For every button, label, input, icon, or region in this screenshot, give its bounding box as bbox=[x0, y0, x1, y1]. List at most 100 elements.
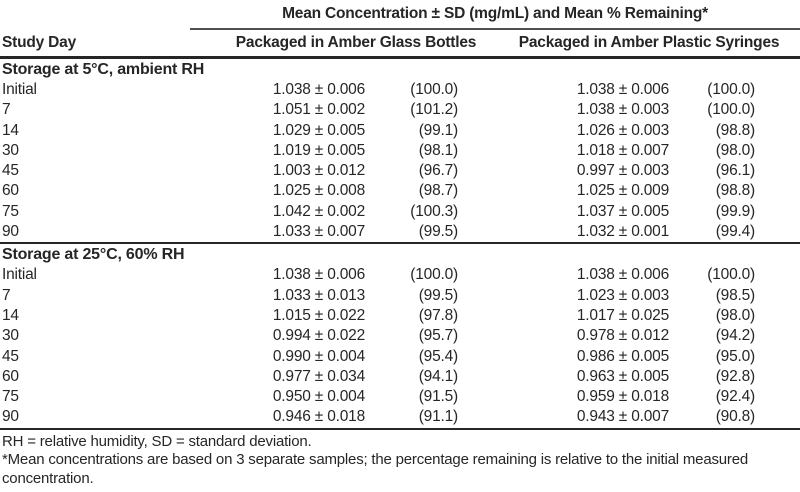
syringe-pct-cell: (92.8) bbox=[715, 367, 755, 385]
row-spacer bbox=[755, 222, 800, 243]
glass-pct-cell: (99.5) bbox=[418, 286, 458, 304]
glass-conc-cell: 0.950 ± 0.004 bbox=[272, 388, 365, 406]
footnote-samples: *Mean concentrations are based on 3 sepa… bbox=[2, 451, 748, 487]
table-row: 14 1.015 ± 0.022 (97.8) 1.017 ± 0.025 (98.0) bbox=[0, 306, 800, 326]
row-spacer bbox=[755, 387, 800, 407]
study-day-cell: 14 bbox=[2, 306, 19, 324]
glass-conc-cell: 1.038 ± 0.006 bbox=[272, 81, 365, 98]
glass-conc-cell: 1.051 ± 0.002 bbox=[272, 101, 365, 119]
syringe-conc-cell: 1.023 ± 0.003 bbox=[576, 286, 669, 304]
table-row: 14 1.029 ± 0.005 (99.1) 1.026 ± 0.003 (98.8) bbox=[0, 121, 800, 141]
glass-conc-cell: 1.025 ± 0.008 bbox=[272, 182, 365, 200]
study-day-cell: 75 bbox=[2, 388, 19, 406]
syringe-pct-cell: (92.4) bbox=[715, 388, 755, 406]
syringe-conc-cell: 0.997 ± 0.003 bbox=[576, 162, 669, 180]
row-spacer bbox=[755, 80, 800, 100]
study-day-cell: 30 bbox=[2, 327, 19, 345]
table-row: Initial 1.038 ± 0.006 (100.0) 1.038 ± 0.006… bbox=[0, 80, 800, 100]
syringe-conc-cell: 1.032 ± 0.001 bbox=[576, 223, 669, 241]
table-row: 75 0.950 ± 0.004 (91.5) 0.959 ± 0.018 (92.4) bbox=[0, 387, 800, 407]
table-row: 60 1.025 ± 0.008 (98.7) 1.025 ± 0.009 (98.8) bbox=[0, 181, 800, 201]
section-header-row: Storage at 5°C, ambient RH bbox=[0, 58, 800, 81]
table-row: 30 0.994 ± 0.022 (95.7) 0.978 ± 0.012 (94.2) bbox=[0, 326, 800, 346]
syringe-conc-cell: 1.037 ± 0.005 bbox=[576, 202, 669, 220]
study-day-cell: 14 bbox=[2, 121, 19, 139]
syringe-conc-cell: 0.959 ± 0.018 bbox=[576, 388, 669, 406]
stability-table: Mean Concentration ± SD (mg/mL) and Mean… bbox=[0, 0, 800, 430]
syringe-pct-cell: (98.0) bbox=[715, 141, 755, 159]
col-header-glass-bottles: Packaged in Amber Glass Bottles bbox=[235, 34, 477, 51]
row-spacer bbox=[755, 407, 800, 430]
table-body: Storage at 5°C, ambient RH Initial 1.038 ±… bbox=[0, 58, 800, 430]
table-row: 7 1.051 ± 0.002 (101.2) 1.038 ± 0.003 (100.0… bbox=[0, 100, 800, 120]
syringe-conc-cell: 1.038 ± 0.006 bbox=[576, 266, 669, 284]
glass-conc-cell: 0.994 ± 0.022 bbox=[272, 327, 365, 345]
glass-pct-cell: (91.5) bbox=[418, 388, 458, 406]
glass-pct-cell: (95.7) bbox=[418, 327, 458, 345]
table-row: 30 1.019 ± 0.005 (98.1) 1.018 ± 0.007 (98.0) bbox=[0, 141, 800, 161]
corner-empty-cell bbox=[0, 0, 190, 29]
row-spacer bbox=[755, 121, 800, 141]
table-row: 45 0.990 ± 0.004 (95.4) 0.986 ± 0.005 (95.0) bbox=[0, 347, 800, 367]
syringe-conc-cell: 0.943 ± 0.007 bbox=[458, 407, 669, 430]
glass-conc-cell: 1.033 ± 0.007 bbox=[272, 223, 365, 241]
glass-conc-cell: 0.977 ± 0.034 bbox=[272, 367, 365, 385]
study-day-cell: 90 bbox=[2, 223, 19, 241]
syringe-conc-cell: 0.986 ± 0.005 bbox=[576, 347, 669, 365]
glass-conc-cell: 1.029 ± 0.005 bbox=[272, 121, 365, 139]
col-header-plastic-syringes-cell: Packaged in Amber Plastic Syringes bbox=[458, 29, 800, 59]
glass-pct-cell: (99.1) bbox=[418, 121, 458, 139]
glass-pct-cell: (100.0) bbox=[410, 81, 458, 98]
syringe-pct-cell: (96.1) bbox=[715, 162, 755, 180]
syringe-pct-cell: (100.0) bbox=[707, 101, 755, 119]
glass-conc-cell: 1.019 ± 0.005 bbox=[272, 141, 365, 159]
col-header-plastic-syringes: Packaged in Amber Plastic Syringes bbox=[518, 34, 780, 51]
syringe-conc-cell: 1.026 ± 0.003 bbox=[576, 121, 669, 139]
row-spacer bbox=[755, 265, 800, 285]
syringe-pct-cell: (98.5) bbox=[715, 286, 755, 304]
row-spacer bbox=[755, 347, 800, 367]
glass-conc-cell: 0.990 ± 0.004 bbox=[272, 347, 365, 365]
syringe-pct-cell: (98.8) bbox=[715, 182, 755, 200]
footnotes: RH = relative humidity, SD = standard de… bbox=[0, 430, 800, 489]
section-title: Storage at 5°C, ambient RH bbox=[2, 60, 205, 78]
row-spacer bbox=[755, 161, 800, 181]
table-row: 60 0.977 ± 0.034 (94.1) 0.963 ± 0.005 (92.8) bbox=[0, 367, 800, 387]
table-span-header: Mean Concentration ± SD (mg/mL) and Mean… bbox=[190, 0, 800, 30]
section-header-row: Storage at 25°C, 60% RH bbox=[0, 242, 800, 266]
row-spacer bbox=[755, 286, 800, 306]
glass-pct-cell: (99.5) bbox=[418, 223, 458, 241]
row-spacer bbox=[755, 202, 800, 222]
row-spacer bbox=[755, 326, 800, 346]
study-day-cell: 60 bbox=[2, 182, 19, 200]
syringe-pct-cell: (100.0) bbox=[707, 266, 755, 284]
study-day-cell: 60 bbox=[2, 367, 19, 385]
footnote-abbreviations: RH = relative humidity, SD = standard de… bbox=[2, 432, 312, 450]
glass-conc-cell: 1.003 ± 0.012 bbox=[272, 162, 365, 180]
table-row: 7 1.033 ± 0.013 (99.5) 1.023 ± 0.003 (98.5) bbox=[0, 286, 800, 306]
study-day-cell: 75 bbox=[2, 202, 19, 220]
row-spacer bbox=[755, 141, 800, 161]
syringe-pct-cell: (99.9) bbox=[715, 202, 755, 220]
study-day-cell: 7 bbox=[2, 101, 11, 119]
syringe-conc-cell: 0.978 ± 0.012 bbox=[576, 327, 669, 345]
row-spacer bbox=[755, 100, 800, 120]
glass-pct-cell: (100.3) bbox=[410, 202, 458, 220]
row-spacer bbox=[755, 181, 800, 201]
col-header-study-day: Study Day bbox=[0, 29, 190, 59]
syringe-pct-cell: (90.8) bbox=[669, 407, 755, 430]
syringe-conc-cell: 1.038 ± 0.006 bbox=[576, 81, 669, 98]
glass-pct-cell: (95.4) bbox=[418, 347, 458, 365]
syringe-conc-cell: 1.018 ± 0.007 bbox=[576, 141, 669, 159]
glass-pct-cell: (97.8) bbox=[418, 306, 458, 324]
study-day-cell: Initial bbox=[2, 266, 37, 284]
syringe-pct-cell: (98.0) bbox=[715, 306, 755, 324]
glass-conc-cell: 1.015 ± 0.022 bbox=[272, 306, 365, 324]
study-day-cell: 45 bbox=[2, 162, 19, 180]
col-header-glass-bottles-cell: Packaged in Amber Glass Bottles bbox=[190, 29, 476, 59]
table-row: 75 1.042 ± 0.002 (100.3) 1.037 ± 0.005 (99.9… bbox=[0, 202, 800, 222]
glass-conc-cell: 1.038 ± 0.006 bbox=[272, 266, 365, 284]
syringe-pct-cell: (99.4) bbox=[715, 223, 755, 241]
syringe-pct-cell: (98.8) bbox=[715, 121, 755, 139]
row-spacer bbox=[755, 306, 800, 326]
